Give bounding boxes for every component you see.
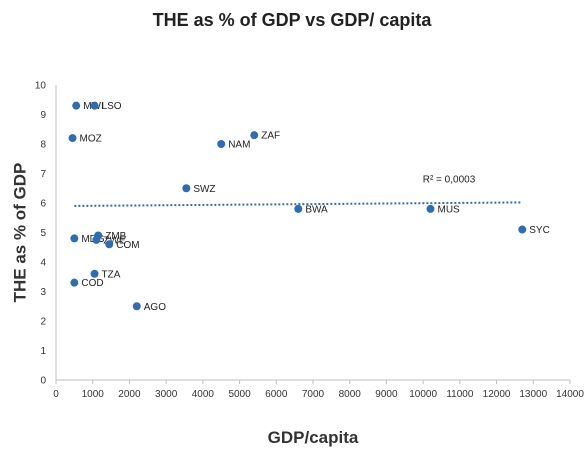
- x-tick-label: 13000: [519, 389, 547, 400]
- x-tick-label: 9000: [375, 389, 398, 400]
- y-tick-label: 5: [40, 228, 46, 239]
- x-tick-label: 1000: [82, 389, 105, 400]
- data-point: [294, 204, 303, 213]
- data-point: [217, 140, 226, 148]
- y-tick-label: 0: [40, 376, 46, 387]
- data-point: [250, 131, 259, 140]
- x-tick-label: 6000: [265, 389, 288, 400]
- data-point: [426, 204, 435, 213]
- data-point: [518, 225, 527, 234]
- point-label: SYC: [529, 225, 550, 236]
- data-points: MWILSOMOZNAMZAFSWZBWAMUSSYCMDGZMBZWECOMT…: [68, 101, 550, 313]
- point-label: AGO: [144, 302, 166, 313]
- y-tick-label: 2: [40, 317, 46, 328]
- x-tick-label: 11000: [446, 389, 474, 400]
- y-tick-label: 7: [40, 169, 46, 180]
- x-tick-label: 3000: [155, 389, 178, 400]
- x-tick-label: 0: [53, 389, 59, 400]
- point-label: ZWE: [103, 235, 126, 246]
- x-tick-label: 4000: [192, 389, 215, 400]
- data-point: [70, 278, 79, 287]
- trendline-group: R² = 0,0003: [74, 174, 523, 207]
- point-label: ZMB: [105, 231, 126, 242]
- x-tick-label: 2000: [118, 389, 141, 400]
- data-point: [92, 235, 101, 244]
- data-point: [182, 184, 191, 193]
- point-label: MOZ: [80, 134, 102, 145]
- point-label: NAM: [228, 140, 250, 151]
- x-tick-label: 7000: [302, 389, 325, 400]
- y-tick-label: 9: [40, 110, 46, 121]
- y-tick-label: 1: [40, 346, 46, 357]
- x-axis-title: GDP/capita: [268, 428, 359, 447]
- y-tick-label: 10: [35, 81, 47, 92]
- x-tick-label: 8000: [339, 389, 362, 400]
- y-tick-label: 8: [40, 140, 46, 151]
- y-tick-label: 6: [40, 199, 46, 210]
- x-tick-label: 10000: [409, 389, 437, 400]
- point-label: COM: [116, 240, 139, 251]
- y-tick-label: 3: [40, 287, 46, 298]
- data-point: [72, 101, 81, 110]
- y-tick-label: 4: [40, 258, 46, 269]
- point-label: ZAF: [261, 131, 280, 142]
- data-point: [90, 101, 99, 110]
- chart-title: THE as % of GDP vs GDP/ capita: [152, 10, 432, 30]
- point-label: SWZ: [193, 184, 215, 195]
- data-point: [70, 234, 79, 243]
- data-point: [90, 269, 99, 278]
- point-label: LSO: [102, 101, 122, 112]
- data-point: [132, 302, 141, 311]
- point-label: BWA: [305, 204, 328, 215]
- x-tick-label: 5000: [228, 389, 251, 400]
- y-axis-title: THE as % of GDP: [10, 163, 29, 303]
- tick-labels: 0 1000 2000 3000 4000 5000 6000 7000 8000 9000 100…: [35, 81, 584, 401]
- trendline-r2-label: R² = 0,0003: [423, 174, 476, 185]
- point-label: TZA: [102, 269, 121, 280]
- trendline: [74, 201, 523, 207]
- point-label: COD: [81, 278, 103, 289]
- point-label: MUS: [437, 204, 460, 215]
- data-point: [105, 240, 114, 249]
- x-tick-label: 14000: [556, 389, 584, 400]
- x-tick-label: 12000: [483, 389, 511, 400]
- axes: [55, 85, 570, 381]
- data-point: [68, 134, 77, 143]
